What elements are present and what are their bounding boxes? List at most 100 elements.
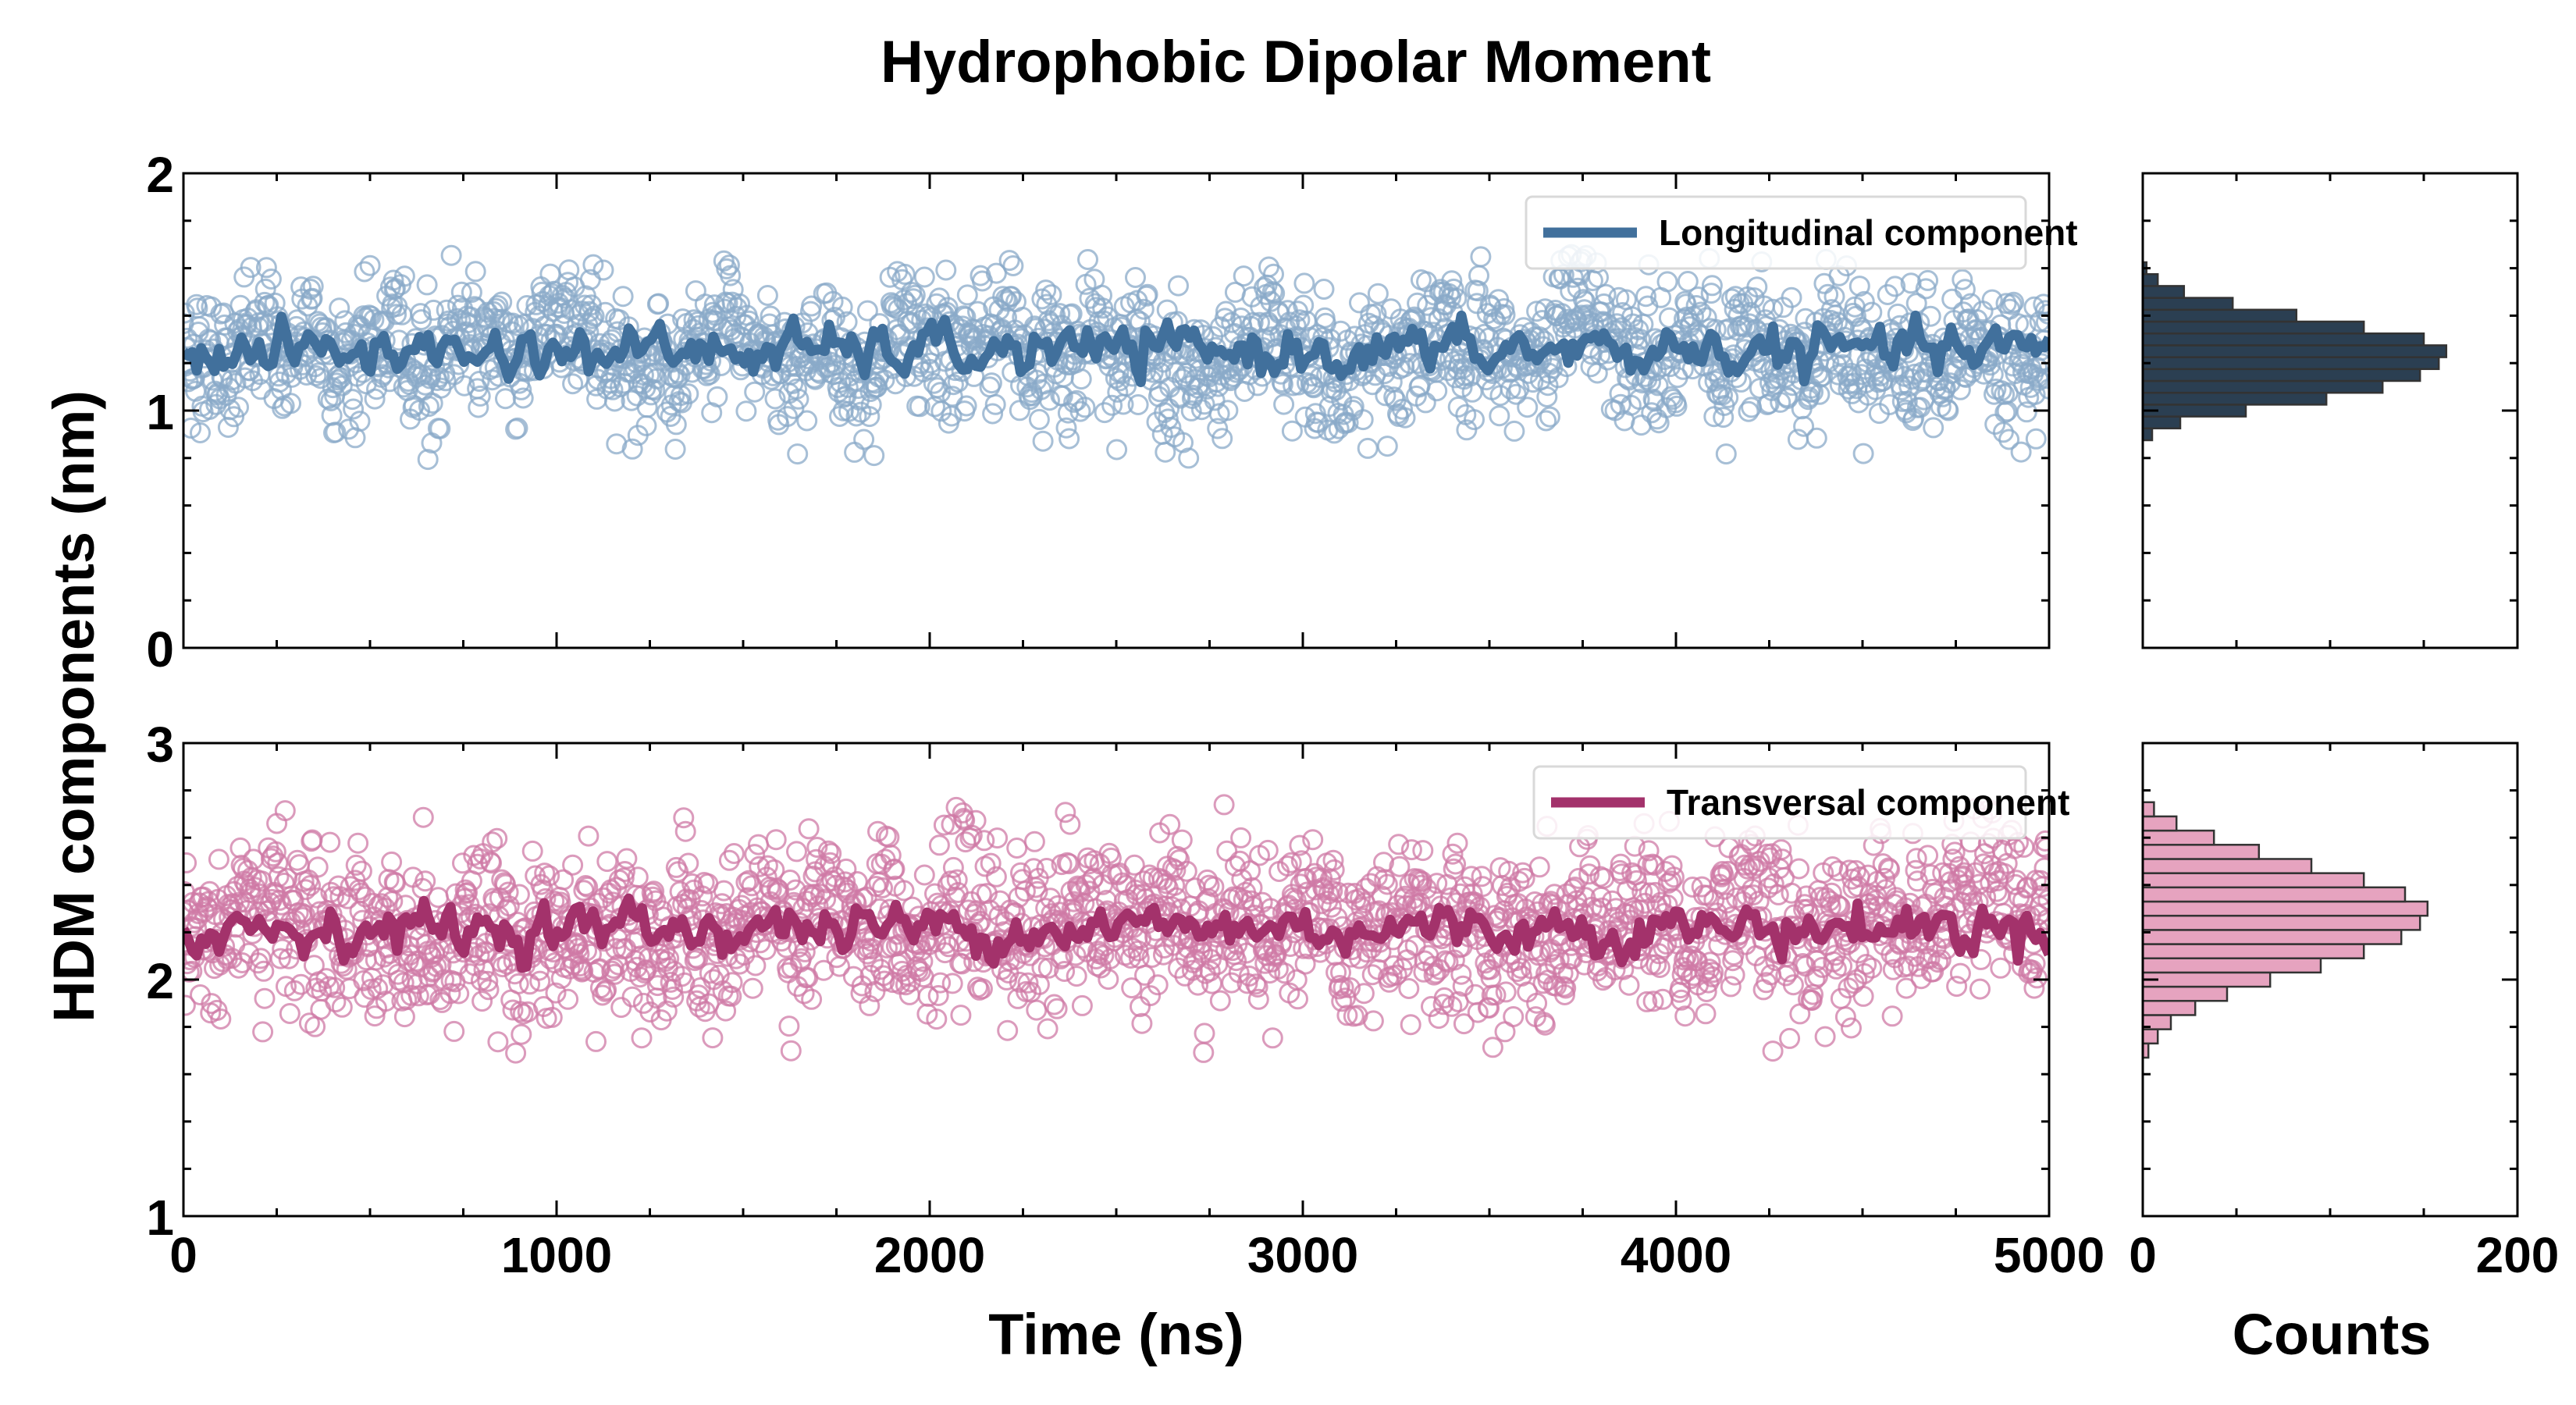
transversal-data-point bbox=[798, 818, 820, 840]
transversal-hist-bar bbox=[2141, 844, 2261, 860]
transversal-data-point bbox=[481, 852, 502, 874]
transversal-data-point bbox=[1028, 973, 1050, 995]
longitudinal-data-point bbox=[1941, 288, 1963, 310]
longitudinal-data-point bbox=[2037, 368, 2049, 389]
transversal-data-point bbox=[1831, 955, 1853, 977]
transversal-data-point bbox=[396, 989, 418, 1011]
longitudinal-data-point bbox=[836, 311, 858, 333]
transversal-data-point bbox=[360, 978, 382, 1000]
transversal-data-point bbox=[269, 948, 291, 969]
longitudinal-data-point bbox=[280, 393, 301, 414]
longitudinal-data-point bbox=[1823, 286, 1845, 308]
transversal-data-point bbox=[1169, 849, 1190, 871]
transversal-data-point bbox=[1489, 907, 1510, 928]
longitudinal-data-point bbox=[2038, 378, 2049, 400]
transversal-data-point bbox=[1426, 873, 1448, 895]
transversal-data-point bbox=[873, 970, 895, 992]
transversal-data-point bbox=[1649, 957, 1670, 978]
transversal-data-point bbox=[1055, 802, 1076, 823]
longitudinal-data-point bbox=[1055, 417, 1077, 439]
longitudinal-data-point bbox=[1937, 400, 1959, 422]
transversal-data-point bbox=[1879, 859, 1901, 880]
transversal-data-point bbox=[1574, 954, 1596, 976]
transversal-data-point bbox=[603, 963, 625, 985]
longitudinal-data-point bbox=[1628, 319, 1649, 340]
transversal-data-point bbox=[508, 884, 530, 905]
transversal-data-point bbox=[803, 884, 825, 905]
transversal-data-point bbox=[942, 856, 964, 878]
transversal-data-point bbox=[973, 830, 995, 852]
transversal-data-point bbox=[1247, 988, 1269, 1010]
transversal-data-point bbox=[656, 1000, 678, 1022]
longitudinal-data-point bbox=[583, 305, 605, 327]
transversal-data-point bbox=[1791, 953, 1813, 974]
transversal-data-point bbox=[987, 827, 1009, 849]
longitudinal-data-point bbox=[980, 372, 1002, 394]
longitudinal-data-point bbox=[685, 280, 706, 302]
transversal-data-point bbox=[1120, 948, 1141, 969]
transversal-data-point bbox=[1142, 867, 1164, 889]
longitudinal-data-point bbox=[1032, 430, 1054, 452]
transversal-legend-box bbox=[1532, 765, 2027, 840]
transversal-data-point bbox=[298, 1012, 320, 1034]
longitudinal-legend-box bbox=[1525, 195, 2027, 270]
transversal-data-point bbox=[539, 865, 560, 887]
transversal-data-point bbox=[945, 886, 966, 908]
longitudinal-data-point bbox=[1820, 299, 1842, 321]
longitudinal-data-point bbox=[1394, 407, 1416, 429]
transversal-data-point bbox=[1592, 969, 1614, 991]
transversal-data-point bbox=[1495, 981, 1517, 1003]
transversal-data-point bbox=[364, 1005, 386, 1027]
transversal-data-point bbox=[1213, 794, 1235, 816]
transversal-data-point bbox=[1814, 1026, 1836, 1048]
transversal-data-point bbox=[505, 1042, 527, 1064]
transversal-data-point bbox=[1373, 852, 1394, 873]
transversal-data-point bbox=[1949, 962, 1971, 984]
transversal-data-point bbox=[631, 1027, 653, 1049]
transversal-data-point bbox=[1986, 880, 2008, 902]
transversal-data-point bbox=[1510, 958, 1532, 980]
longitudinal-hist-bar bbox=[2141, 356, 2440, 371]
transversal-data-point bbox=[1990, 957, 2012, 979]
transversal-data-point bbox=[301, 829, 323, 851]
transversal-data-point bbox=[1014, 880, 1036, 902]
transversal-data-point bbox=[988, 905, 1010, 927]
transversal-data-point bbox=[702, 1027, 724, 1049]
transversal-data-point bbox=[1834, 1006, 1856, 1028]
transversal-data-point bbox=[692, 885, 713, 907]
transversal-data-point bbox=[1044, 994, 1065, 1016]
longitudinal-data-point bbox=[1900, 272, 1922, 294]
longitudinal-data-point bbox=[1037, 310, 1059, 332]
transversal-data-point bbox=[1297, 881, 1318, 903]
transversal-data-point bbox=[192, 886, 214, 908]
transversal-data-point bbox=[1187, 974, 1209, 996]
longitudinal-data-point bbox=[1920, 305, 1941, 327]
transversal-data-point bbox=[1507, 961, 1528, 983]
longitudinal-data-point bbox=[286, 309, 308, 331]
transversal-data-point bbox=[553, 869, 575, 891]
longitudinal-data-point bbox=[1101, 394, 1123, 416]
transversal-data-point bbox=[307, 856, 329, 878]
longitudinal-data-point bbox=[1635, 286, 1656, 308]
transversal-data-point bbox=[323, 886, 344, 908]
transversal-data-point bbox=[835, 858, 857, 880]
transversal-data-point bbox=[350, 860, 372, 882]
transversal-data-point bbox=[1895, 977, 1917, 999]
longitudinal-y-tick-label: 1 bbox=[146, 384, 174, 440]
transversal-data-point bbox=[1423, 964, 1445, 986]
transversal-data-point bbox=[1861, 957, 1883, 979]
longitudinal-data-point bbox=[984, 393, 1006, 415]
transversal-data-point bbox=[1026, 999, 1048, 1021]
longitudinal-data-point bbox=[844, 441, 866, 463]
longitudinal-data-point bbox=[1489, 385, 1511, 407]
transversal-data-point bbox=[1442, 843, 1464, 865]
transversal-data-point bbox=[585, 1030, 607, 1052]
longitudinal-data-point bbox=[276, 363, 297, 385]
longitudinal-data-point bbox=[1160, 417, 1182, 439]
longitudinal-data-point bbox=[1293, 294, 1315, 316]
transversal-data-point bbox=[1388, 834, 1410, 855]
longitudinal-data-point bbox=[1700, 283, 1722, 304]
longitudinal-data-point bbox=[1517, 397, 1539, 418]
transversal-data-point bbox=[1534, 1014, 1556, 1036]
transversal-data-point bbox=[933, 814, 955, 836]
